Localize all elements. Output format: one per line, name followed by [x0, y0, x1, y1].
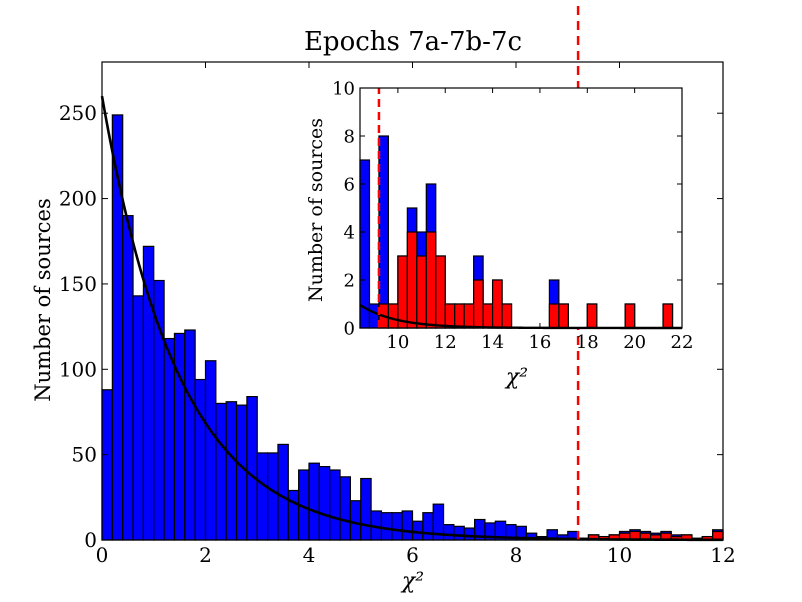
inset-x-tick-label: 18 [576, 332, 599, 353]
inset-red-bar [425, 231, 437, 329]
inset-red-bar [397, 255, 408, 329]
main-y-axis-label: Number of sources [31, 198, 55, 401]
main-x-tick-label: 12 [710, 543, 735, 567]
main-blue-bar [318, 465, 331, 541]
main-chart-title: Epochs 7a-7b-7c [304, 27, 522, 57]
inset-red-bar [406, 231, 418, 329]
inset-y-axis-label: Number of sources [305, 118, 327, 302]
main-blue-bar [267, 452, 279, 541]
main-blue-bar [411, 520, 424, 541]
main-blue-bar [225, 401, 238, 541]
main-y-tick-label: 150 [59, 272, 97, 296]
inset-red-bar [444, 303, 456, 329]
main-blue-bar [453, 525, 465, 541]
inset-axes-frame [359, 87, 683, 329]
main-blue-bar [173, 332, 186, 541]
inset-blue-bar [368, 303, 380, 329]
main-y-tick-label: 250 [59, 101, 97, 125]
inset-x-tick-label: 14 [481, 332, 504, 353]
inset-histogram-above-threshold [378, 231, 674, 329]
inset-y-tick-label: 8 [344, 126, 355, 147]
inset-red-bar [463, 303, 475, 329]
main-blue-bar [380, 512, 393, 541]
inset-red-bar [473, 279, 484, 329]
inset-red-bar [662, 303, 674, 329]
inset-red-bar [387, 303, 399, 329]
main-blue-bar [163, 337, 176, 541]
main-blue-bar [339, 476, 351, 541]
inset-y-tick-label: 0 [344, 318, 355, 339]
main-blue-bar [184, 329, 196, 541]
inset-blue-bar [378, 135, 390, 329]
main-y-tick-label: 50 [72, 443, 97, 467]
inset-x-tick-label: 16 [528, 332, 551, 353]
inset-red-bar [501, 303, 513, 329]
inset-x-tick-label: 20 [623, 332, 646, 353]
main-blue-bar [391, 512, 403, 541]
main-blue-bar [308, 462, 320, 541]
main-x-tick-label: 8 [510, 543, 523, 567]
inset-panel: 10 12 14 16 18 20 22 0 2 4 6 8 10 χ² Number of sourc… [305, 78, 693, 390]
main-x-tick-label: 0 [96, 543, 109, 567]
inset-red-bar [491, 279, 503, 329]
main-blue-bar [215, 402, 227, 541]
inset-x-tick-label: 12 [434, 332, 457, 353]
inset-red-bar [558, 303, 569, 329]
inset-y-tick-label: 4 [344, 222, 355, 243]
inset-y-tick-label: 10 [332, 78, 355, 99]
main-blue-bar [463, 527, 476, 541]
inset-red-bar [482, 303, 494, 329]
main-blue-bar [442, 524, 455, 541]
main-blue-bar [132, 295, 145, 541]
main-blue-bar [360, 477, 372, 541]
inset-y-tick-label: 6 [344, 174, 355, 195]
main-blue-bar [401, 510, 414, 541]
inset-red-bar [586, 303, 598, 329]
inset-red-bar [416, 255, 427, 329]
main-y-tick-label: 200 [59, 187, 97, 211]
inset-x-axis-label: χ² [504, 365, 528, 390]
main-blue-bar [142, 245, 155, 541]
main-blue-bar [235, 404, 248, 541]
main-x-tick-label: 10 [607, 543, 632, 567]
inset-axis-ticks: 10 12 14 16 18 20 22 0 2 4 6 8 10 [332, 78, 693, 353]
main-blue-bar [101, 389, 113, 541]
main-y-tick-label: 100 [59, 357, 97, 381]
main-y-tick-label: 0 [84, 528, 97, 552]
main-blue-bar [329, 469, 341, 541]
main-blue-bar [256, 452, 269, 541]
inset-red-bar [548, 303, 560, 329]
main-blue-bar [204, 360, 217, 541]
inset-red-bar [624, 303, 636, 329]
inset-x-tick-label: 10 [386, 332, 409, 353]
inset-blue-bar [359, 159, 371, 329]
inset-red-bar [435, 255, 446, 329]
main-blue-bar [287, 489, 300, 541]
inset-y-tick-label: 2 [344, 270, 355, 291]
main-blue-bar [277, 443, 289, 541]
main-blue-bar [122, 215, 134, 541]
inset-red-bar [454, 303, 465, 329]
main-blue-bar [422, 512, 434, 541]
inset-x-tick-label: 22 [671, 332, 694, 353]
main-blue-bar [246, 396, 258, 541]
main-x-tick-label: 2 [199, 543, 212, 567]
main-x-tick-label: 6 [406, 543, 419, 567]
main-blue-bar [194, 378, 207, 541]
main-x-axis-label: χ² [400, 569, 424, 594]
main-blue-bar [349, 500, 362, 541]
main-x-tick-label: 4 [303, 543, 316, 567]
